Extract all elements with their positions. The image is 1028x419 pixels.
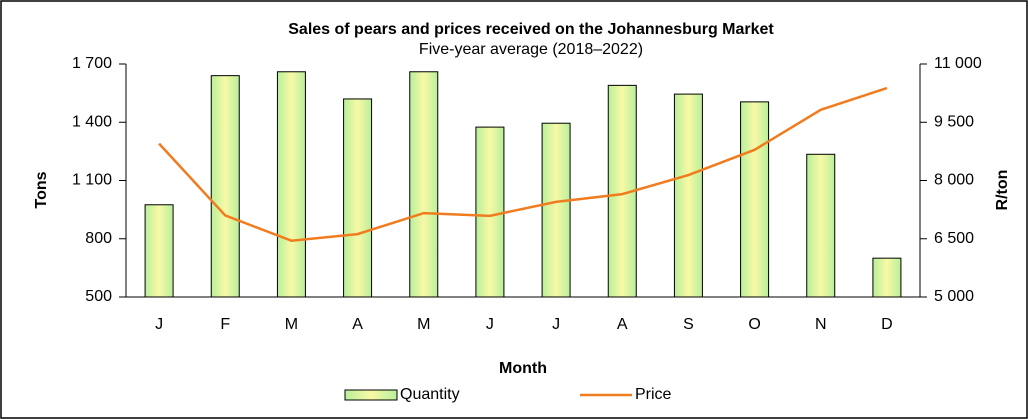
bar bbox=[276, 71, 306, 298]
bar bbox=[872, 257, 902, 298]
legend-swatch bbox=[344, 389, 398, 401]
bar bbox=[475, 126, 505, 298]
bar bbox=[144, 204, 174, 298]
y2-tick-label: 5 000 bbox=[934, 288, 974, 305]
x-tick-label: F bbox=[220, 316, 230, 333]
x-tick-label: D bbox=[881, 316, 893, 333]
y2-axis-title: R/ton bbox=[994, 170, 1011, 211]
x-tick-label: N bbox=[815, 316, 827, 333]
y-tick-label: 1 100 bbox=[72, 172, 112, 189]
legend-label: Quantity bbox=[400, 386, 460, 403]
x-tick-label: J bbox=[155, 316, 163, 333]
bar bbox=[343, 98, 373, 298]
y-axis-title: Tons bbox=[33, 171, 50, 208]
legend-label: Price bbox=[635, 386, 672, 403]
bar bbox=[541, 122, 571, 298]
x-tick-label: J bbox=[552, 316, 560, 333]
bar bbox=[673, 93, 703, 298]
y2-tick-label: 8 000 bbox=[934, 172, 974, 189]
bar bbox=[409, 71, 439, 298]
x-tick-label: J bbox=[486, 316, 494, 333]
y-tick-label: 1 400 bbox=[72, 113, 112, 130]
price-line bbox=[158, 86, 888, 242]
y2-tick-label: 6 500 bbox=[934, 230, 974, 247]
x-tick-label: M bbox=[285, 316, 298, 333]
x-tick-label: A bbox=[617, 316, 628, 333]
x-tick-label: A bbox=[352, 316, 363, 333]
y-tick-label: 1 700 bbox=[72, 55, 112, 72]
bar bbox=[740, 101, 770, 298]
x-tick-label: O bbox=[748, 316, 760, 333]
chart-title: Sales of pears and prices received on th… bbox=[288, 21, 774, 38]
chart-subtitle: Five-year average (2018–2022) bbox=[419, 41, 643, 58]
bar bbox=[210, 75, 240, 298]
x-axis-title: Month bbox=[499, 360, 547, 377]
y2-tick-label: 11 000 bbox=[934, 55, 982, 72]
x-tick-label: M bbox=[417, 316, 430, 333]
y-tick-label: 800 bbox=[85, 230, 112, 247]
y2-tick-label: 9 500 bbox=[934, 113, 974, 130]
x-tick-label: S bbox=[683, 316, 694, 333]
y-tick-label: 500 bbox=[85, 288, 112, 305]
bar bbox=[806, 153, 836, 298]
